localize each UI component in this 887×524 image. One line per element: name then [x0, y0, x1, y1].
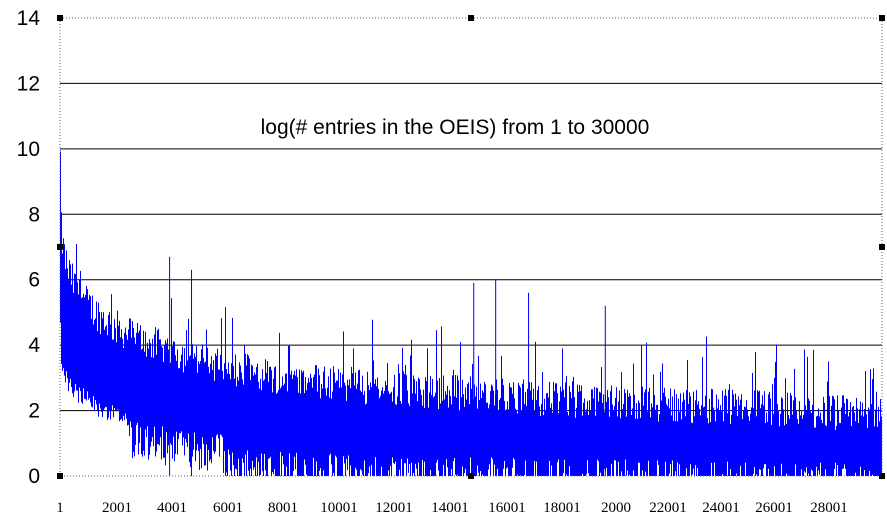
x-tick-label: 1 — [56, 500, 64, 516]
selection-handle — [57, 244, 63, 250]
y-tick-label: 8 — [28, 203, 40, 226]
x-tick-label: 16001 — [488, 500, 526, 516]
x-tick-label: 10001 — [320, 500, 358, 516]
y-tick-label: 2 — [28, 400, 40, 423]
y-tick-label: 14 — [17, 7, 41, 30]
selection-handle — [879, 15, 885, 21]
x-tick-label: 2000 — [601, 500, 631, 516]
x-tick-label: 12001 — [375, 500, 413, 516]
x-tick-label: 26001 — [755, 500, 793, 516]
y-tick-label: 10 — [17, 138, 40, 161]
x-tick-label: 28001 — [810, 500, 848, 516]
x-tick-label: 18001 — [543, 500, 581, 516]
x-tick-label: 2001 — [102, 500, 132, 516]
selection-handle — [57, 473, 63, 479]
y-tick-label: 4 — [28, 334, 40, 357]
selection-handle — [879, 473, 885, 479]
y-tick-label: 0 — [28, 465, 40, 488]
selection-handle — [879, 244, 885, 250]
y-axis-ticks: 0 2 4 6 8 10 12 14 — [17, 7, 41, 488]
x-tick-label: 8001 — [268, 500, 298, 516]
y-tick-label: 12 — [17, 72, 40, 95]
selection-handle — [57, 15, 63, 21]
x-tick-label: 14001 — [431, 500, 469, 516]
selection-handle — [468, 15, 474, 21]
plot-frame — [57, 15, 885, 479]
bars-layer — [60, 151, 882, 476]
x-tick-label: 22001 — [649, 500, 687, 516]
selection-handle — [468, 473, 474, 479]
x-tick-label: 24001 — [702, 500, 740, 516]
y-tick-label: 6 — [28, 269, 40, 292]
x-axis-ticks: 1 2001 4001 6001 8001 10001 12001 14001 16001 180… — [56, 500, 848, 516]
x-tick-label: 6001 — [213, 500, 243, 516]
chart-title: log(# entries in the OEIS) from 1 to 300… — [261, 116, 650, 139]
x-tick-label: 4001 — [157, 500, 187, 516]
